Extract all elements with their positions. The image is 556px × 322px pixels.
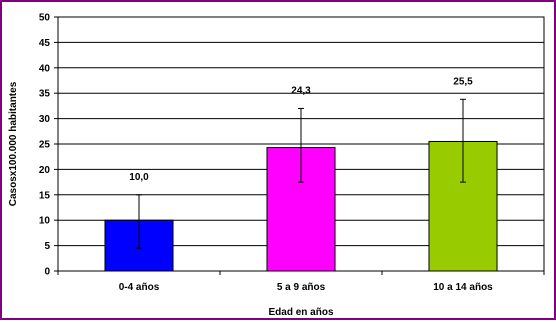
y-tick-label: 35 — [39, 89, 51, 100]
x-tick-label: 0-4 años — [119, 282, 160, 293]
y-axis-ticks: 0 5 10 15 20 25 30 35 40 45 50 — [39, 13, 58, 278]
data-label: 10,0 — [129, 172, 149, 183]
data-label: 25,5 — [453, 76, 473, 87]
y-tick-label: 15 — [39, 190, 51, 201]
y-tick-label: 40 — [39, 63, 51, 74]
y-tick-label: 30 — [39, 114, 51, 125]
y-tick-label: 20 — [39, 165, 51, 176]
y-tick-label: 50 — [39, 13, 51, 24]
y-axis-title: Casosx100.000 habitantes — [8, 81, 19, 206]
y-tick-label: 25 — [39, 140, 51, 151]
data-label: 24,3 — [291, 85, 311, 96]
x-axis-ticks: 0-4 años 5 a 9 años 10 a 14 años — [57, 271, 545, 293]
y-tick-label: 5 — [44, 241, 50, 252]
y-tick-label: 10 — [39, 216, 51, 227]
x-tick-label: 5 a 9 años — [277, 282, 326, 293]
x-axis-title: Edad en años — [268, 307, 333, 318]
x-tick-label: 10 a 14 años — [433, 282, 493, 293]
y-tick-label: 0 — [44, 267, 50, 278]
bar — [266, 147, 336, 272]
y-tick-label: 45 — [39, 38, 51, 49]
error-bars — [136, 98, 466, 249]
data-labels: 10,0 24,3 25,5 — [129, 76, 473, 183]
